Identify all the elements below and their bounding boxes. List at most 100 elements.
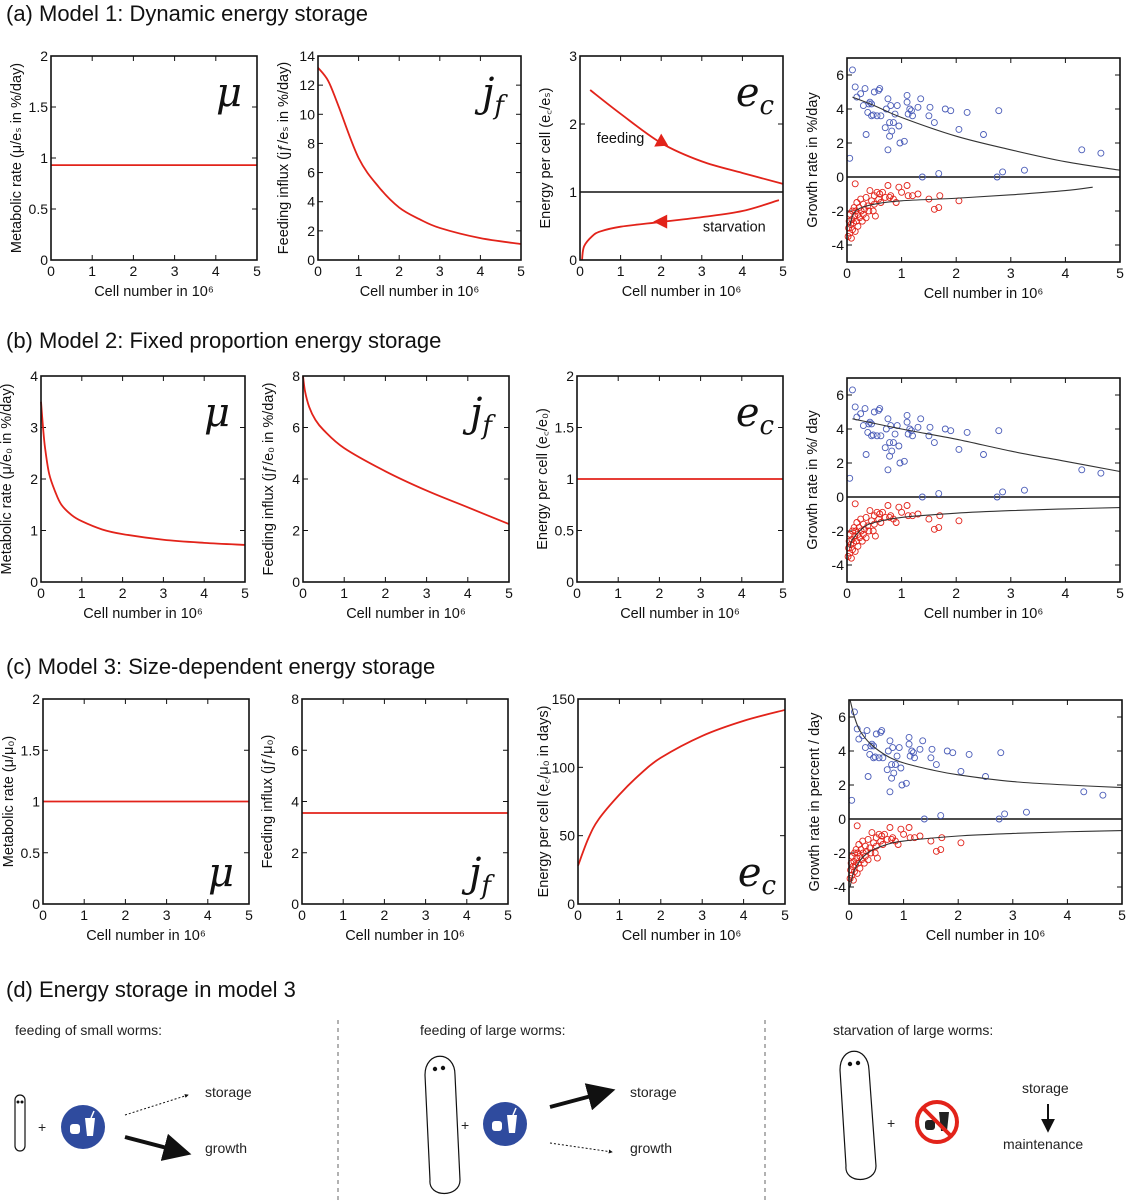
x-tick-label: 3	[422, 907, 430, 923]
feeding-data-point	[870, 408, 878, 416]
variable-symbol: ec	[736, 390, 775, 441]
feeding-data-point	[905, 740, 913, 748]
x-axis-label: Cell number in 10⁶	[83, 606, 203, 622]
starvation-data-point	[873, 854, 881, 862]
starvation-data-point	[851, 500, 859, 508]
chart-c-2: 0 1 2 3 4 5 0 2 4 6 8 Cell number in 10⁶ Feeding inf…	[260, 691, 512, 944]
model-fit-curve	[849, 830, 1123, 888]
feeding-data-point	[1078, 466, 1086, 474]
y-axis-label: Feeding influx (jƒ/eₛ in %/day)	[276, 62, 292, 254]
feeding-data-point	[881, 444, 889, 452]
feeding-data-point	[895, 442, 903, 450]
y-axis-label: Feeding influx (jƒ/μ₀)	[260, 735, 276, 869]
variable-symbol: μ	[216, 70, 242, 116]
y-tick-label: 6	[291, 742, 299, 758]
starvation-data-point	[865, 527, 873, 535]
x-tick-label: 5	[781, 907, 789, 923]
starvation-data-point	[847, 234, 855, 242]
strong-arrow-icon	[549, 1083, 616, 1111]
feeding-data-point	[965, 750, 973, 758]
x-tick-label: 4	[738, 585, 746, 601]
y-tick-label: -2	[834, 845, 847, 861]
plot-frame	[848, 699, 1123, 905]
y-tick-label: 4	[307, 194, 315, 210]
x-tick-label: 1	[88, 263, 96, 279]
starvation-data-point	[904, 512, 912, 520]
feeding-data-point	[879, 754, 887, 762]
starvation-data-point	[884, 502, 892, 509]
no-food-icon	[915, 1100, 959, 1144]
y-tick-label: 4	[836, 421, 844, 437]
feeding-data-point	[907, 107, 915, 115]
feeding-data-point	[1097, 149, 1105, 157]
x-axis-label: Cell number in 10⁶	[94, 284, 214, 300]
model-curve	[317, 67, 522, 245]
x-tick-label: 5	[505, 585, 513, 601]
scene-title: feeding of large worms:	[420, 1022, 566, 1038]
plot-frame	[50, 55, 258, 261]
starvation-data-point	[857, 527, 865, 535]
y-tick-label: 0	[836, 169, 844, 185]
starvation-data-point	[914, 510, 922, 518]
x-tick-label: 0	[573, 585, 581, 601]
x-tick-label: 1	[340, 585, 348, 601]
x-axis-label: Cell number in 10⁶	[86, 928, 206, 944]
starvation-data-point	[886, 513, 894, 521]
feeding-data-point	[876, 405, 884, 413]
x-tick-label: 0	[576, 263, 584, 279]
feeding-data-point	[891, 761, 899, 769]
model-curve-feeding	[589, 89, 784, 185]
y-tick-label: 0	[32, 896, 40, 912]
x-tick-label: 0	[39, 907, 47, 923]
y-tick-label: 2	[30, 471, 38, 487]
x-tick-label: 1	[78, 585, 86, 601]
starvation-data-point	[862, 513, 870, 521]
y-tick-label: 8	[291, 691, 299, 707]
food-icon	[483, 1102, 527, 1146]
feeding-data-point	[903, 411, 911, 419]
feeding-data-point	[869, 431, 877, 439]
feeding-data-point	[849, 386, 856, 394]
feeding-data-point	[920, 815, 928, 823]
starvation-data-point	[886, 193, 894, 201]
panel-title-c: (c) Model 3: Size-dependent energy stora…	[6, 654, 436, 679]
chart-b-3: 0 1 2 3 4 5 0 0.5 1 1.5 2 Cell number in 10⁶ Energy …	[535, 368, 787, 622]
chart-a-1: 0 1 2 3 4 5 0 0.5 1 1.5 2 Cell number in 10⁶ Metabol…	[9, 48, 261, 300]
x-tick-label: 4	[1064, 907, 1072, 923]
starvation-data-point	[877, 837, 885, 845]
feeding-data-point	[995, 107, 1003, 115]
starvation-data-point	[886, 824, 894, 831]
feeding-data-point	[930, 439, 938, 447]
starvation-data-point	[904, 192, 912, 200]
feeding-data-point	[890, 769, 898, 777]
food-icon	[61, 1105, 105, 1149]
starvation-data-point	[853, 854, 861, 862]
starvation-data-point	[871, 532, 879, 540]
y-tick-label: 2	[836, 455, 844, 471]
large-worm-icon	[839, 1050, 877, 1180]
feeding-data-point	[903, 418, 911, 426]
model-fit-curve	[852, 418, 1121, 473]
panel-title-b: (b) Model 2: Fixed proportion energy sto…	[6, 328, 442, 353]
x-tick-label: 0	[314, 263, 322, 279]
plot-frame	[301, 698, 509, 905]
plot-frame	[302, 375, 510, 583]
feeding-data-point	[878, 727, 886, 735]
weak-arrow-icon	[124, 1094, 189, 1116]
feeding-data-point	[869, 111, 877, 119]
feeding-data-point	[884, 146, 892, 154]
starvation-data-point	[930, 525, 938, 533]
starvation-data-point	[900, 830, 908, 838]
feeding-data-point	[877, 728, 885, 736]
x-tick-label: 0	[845, 907, 853, 923]
feeding-data-point	[877, 432, 885, 440]
x-tick-label: 5	[1118, 907, 1126, 923]
model-curve	[302, 375, 510, 525]
y-axis-label: Metabolic rate (μ/eₛ in %/day)	[9, 63, 25, 253]
x-tick-label: 2	[657, 263, 665, 279]
feeding-data-point	[935, 170, 943, 178]
feeding-data-point	[881, 124, 889, 132]
x-tick-label: 3	[163, 907, 171, 923]
